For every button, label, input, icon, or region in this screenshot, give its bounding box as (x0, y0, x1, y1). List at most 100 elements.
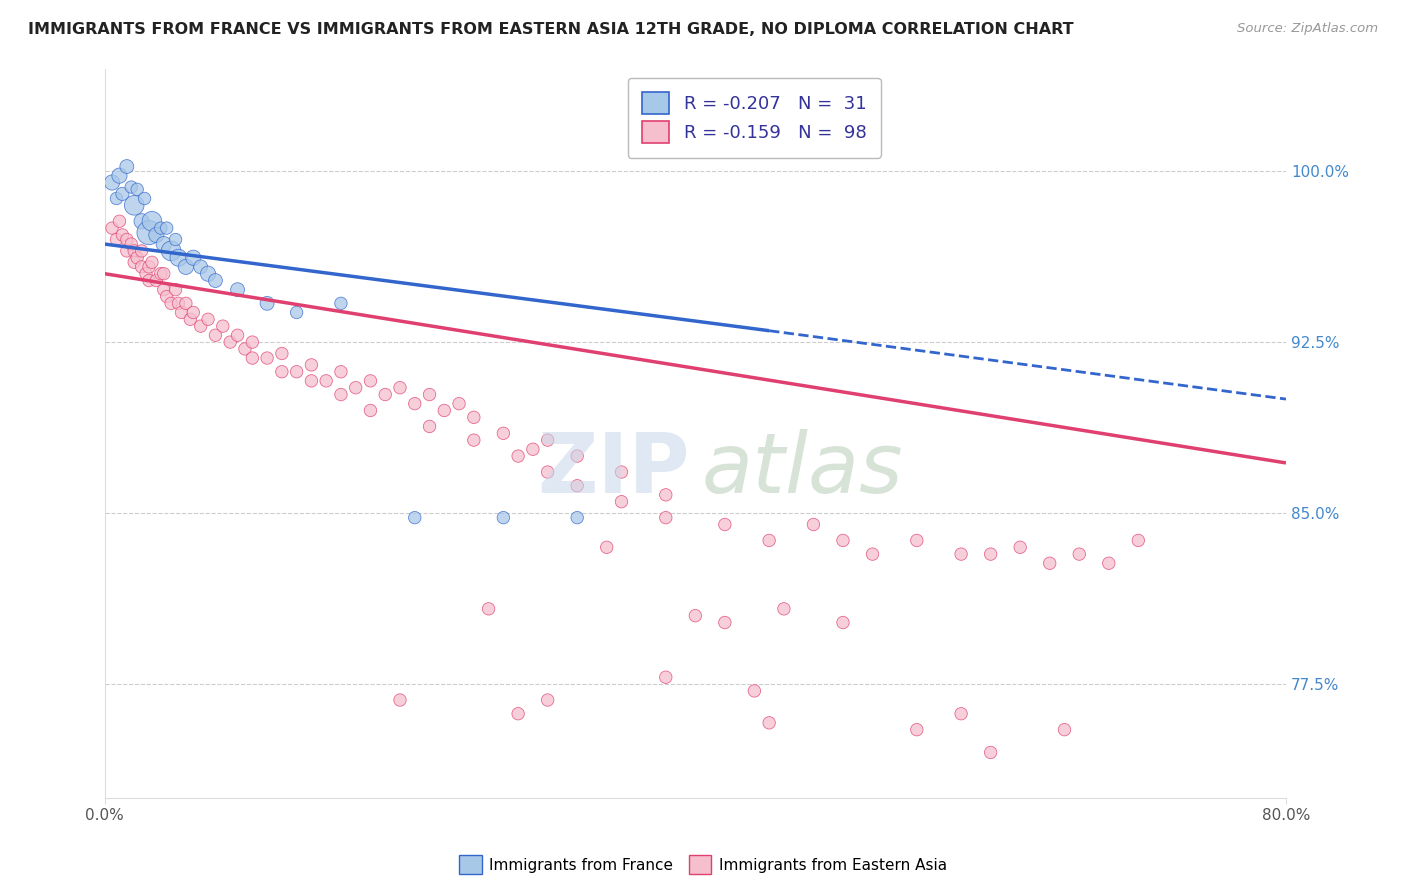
Point (131, 214, 153, 228)
Point (359, 403, 381, 417)
Point (1128, 533, 1150, 548)
Point (758, 533, 780, 548)
Point (170, 305, 193, 319)
Point (299, 374, 322, 388)
Point (803, 517, 825, 532)
Point (138, 260, 160, 274)
Point (374, 387, 396, 401)
Point (101, 221, 124, 235)
Point (152, 237, 174, 252)
Point (122, 255, 145, 269)
Point (226, 283, 249, 297)
Point (174, 260, 197, 274)
Point (204, 274, 226, 288)
Point (655, 670, 678, 684)
Point (204, 328, 226, 343)
Point (463, 410, 485, 425)
Point (197, 312, 219, 326)
Point (108, 214, 131, 228)
Point (404, 510, 426, 524)
Point (181, 305, 204, 319)
Point (388, 381, 411, 395)
Point (138, 274, 160, 288)
Point (165, 233, 187, 247)
Point (122, 198, 145, 212)
Point (329, 387, 352, 401)
Point (537, 465, 560, 479)
Text: atlas: atlas (702, 429, 903, 510)
Point (862, 547, 884, 561)
Point (744, 684, 766, 698)
Point (256, 296, 278, 310)
Point (980, 746, 1002, 760)
Point (567, 510, 589, 524)
Point (134, 191, 156, 205)
Point (115, 160, 138, 174)
Point (1069, 547, 1091, 561)
Point (449, 397, 471, 411)
Point (980, 547, 1002, 561)
Point (160, 296, 183, 310)
Point (226, 328, 249, 343)
Text: IMMIGRANTS FROM FRANCE VS IMMIGRANTS FROM EASTERN ASIA 12TH GRADE, NO DIPLOMA CO: IMMIGRANTS FROM FRANCE VS IMMIGRANTS FRO… (28, 22, 1074, 37)
Point (152, 267, 174, 281)
Point (655, 510, 678, 524)
Point (329, 296, 352, 310)
Point (190, 319, 212, 334)
Point (610, 465, 633, 479)
Point (219, 335, 242, 350)
Point (108, 169, 131, 183)
Point (950, 706, 973, 721)
Point (463, 433, 485, 447)
Point (120, 180, 142, 194)
Point (152, 283, 174, 297)
Point (115, 233, 138, 247)
Point (160, 244, 183, 258)
Point (111, 186, 134, 201)
Point (1010, 541, 1032, 555)
Point (174, 296, 197, 310)
Point (179, 312, 201, 326)
Point (127, 182, 149, 196)
Point (135, 267, 157, 281)
Text: Source: ZipAtlas.com: Source: ZipAtlas.com (1237, 22, 1378, 36)
Point (299, 358, 322, 372)
Point (522, 442, 544, 457)
Point (537, 433, 560, 447)
Point (141, 255, 163, 269)
Point (537, 693, 560, 707)
Point (190, 260, 212, 274)
Point (610, 494, 633, 508)
Legend: R = -0.207   N =  31, R = -0.159   N =  98: R = -0.207 N = 31, R = -0.159 N = 98 (627, 78, 880, 158)
Point (167, 251, 190, 265)
Point (145, 274, 167, 288)
Point (388, 693, 411, 707)
Point (233, 342, 256, 356)
Point (149, 221, 172, 235)
Point (145, 227, 167, 242)
Point (478, 602, 501, 616)
Point (404, 397, 426, 411)
Point (156, 289, 179, 303)
Point (508, 449, 530, 463)
Point (156, 221, 179, 235)
Point (131, 260, 153, 274)
Point (905, 533, 928, 548)
Point (127, 251, 149, 265)
Point (181, 251, 204, 265)
Point (1053, 723, 1076, 737)
Point (165, 283, 187, 297)
Point (832, 533, 855, 548)
Point (101, 176, 124, 190)
Point (567, 479, 589, 493)
Point (714, 615, 737, 630)
Point (714, 517, 737, 532)
Point (1098, 556, 1121, 570)
Point (131, 244, 153, 258)
Point (418, 419, 440, 434)
Text: ZIP: ZIP (537, 429, 689, 510)
Point (122, 244, 145, 258)
Point (1039, 556, 1062, 570)
Point (270, 346, 292, 360)
Point (120, 237, 142, 252)
